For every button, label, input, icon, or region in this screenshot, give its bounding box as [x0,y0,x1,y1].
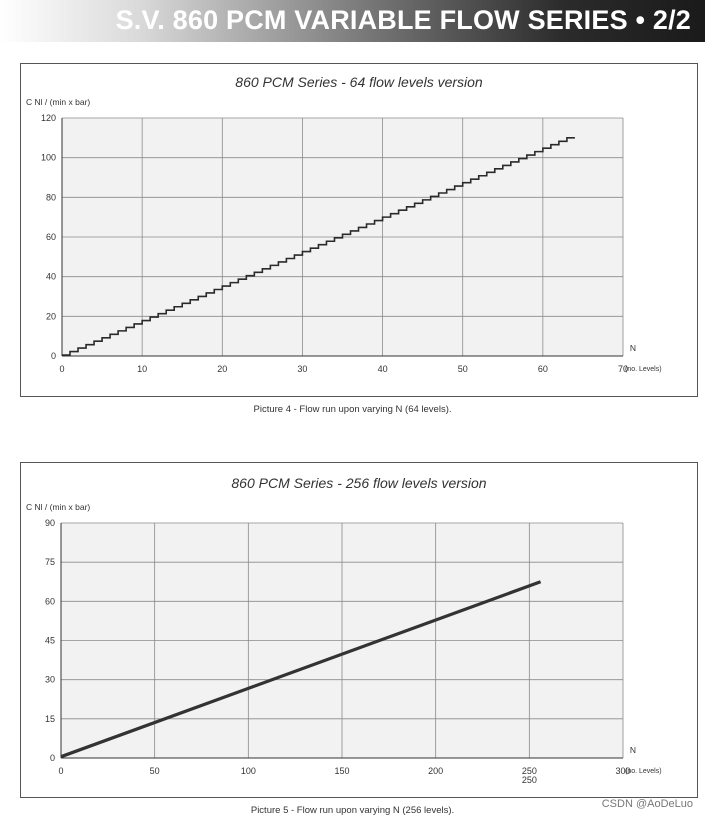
x-axis-label: N [630,745,636,755]
page-header: S.V. 860 PCM VARIABLE FLOW SERIES • 2/2 [0,0,705,42]
y-axis-label: C Nl / (min x bar) [26,502,90,512]
x-axis-unit-label: (no. Levels) [625,768,662,775]
x-tick-label: 60 [538,364,548,374]
x-tick-label: 50 [458,364,468,374]
y-tick-label: 40 [46,272,56,282]
y-tick-label: 30 [45,675,55,685]
series-step-line [62,137,575,356]
x-tick-label: 0 [59,364,64,374]
x-tick-label: 40 [378,364,388,374]
y-tick-label: 20 [46,311,56,321]
y-tick-label: 0 [50,753,55,763]
x-tick-label: 20 [217,364,227,374]
chart-64-levels: 860 PCM Series - 64 flow levels version … [20,63,698,397]
extra-tick-label: 250 [522,775,537,785]
x-axis-label: N [630,343,636,353]
figure-caption-4: Picture 4 - Flow run upon varying N (64 … [253,404,452,415]
chart-256-levels: 860 PCM Series - 256 flow levels version… [20,462,698,798]
y-axis-label: C Nl / (min x bar) [26,97,90,107]
y-tick-label: 80 [46,192,56,202]
x-tick-label: 10 [137,364,147,374]
x-tick-label: 100 [241,766,256,776]
series-line [60,580,542,759]
y-tick-label: 60 [45,596,55,606]
y-tick-label: 0 [51,351,56,361]
y-tick-label: 15 [45,714,55,724]
page-title: S.V. 860 PCM VARIABLE FLOW SERIES • 2/2 [115,5,691,35]
x-tick-label: 0 [58,766,63,776]
y-tick-label: 100 [41,153,56,163]
y-tick-label: 75 [45,557,55,567]
y-tick-label: 45 [45,636,55,646]
x-tick-label: 200 [428,766,443,776]
x-tick-label: 150 [334,766,349,776]
x-tick-label: 300 [615,766,630,776]
y-tick-label: 90 [45,518,55,528]
x-tick-label: 30 [297,364,307,374]
chart-title: 860 PCM Series - 256 flow levels version [231,475,487,491]
x-axis-unit-label: (no. Levels) [625,366,662,373]
chart-64-svg: 0 10 20 30 40 50 60 70 0 20 40 60 80 100 120 C Nl / (mi… [26,97,662,374]
watermark: CSDN @AoDeLuo [601,798,693,810]
chart-title: 860 PCM Series - 64 flow levels version [235,74,483,90]
chart-256-svg: 0 50 100 150 200 250 300 0 15 30 45 60 75 90 C Nl / (m… [26,502,662,785]
y-tick-label: 60 [46,232,56,242]
x-tick-label: 70 [618,364,628,374]
x-tick-label: 250 [522,766,537,776]
y-tick-label: 120 [41,113,56,123]
x-tick-label: 50 [150,766,160,776]
figure-caption-5: Picture 5 - Flow run upon varying N (256… [250,805,455,816]
